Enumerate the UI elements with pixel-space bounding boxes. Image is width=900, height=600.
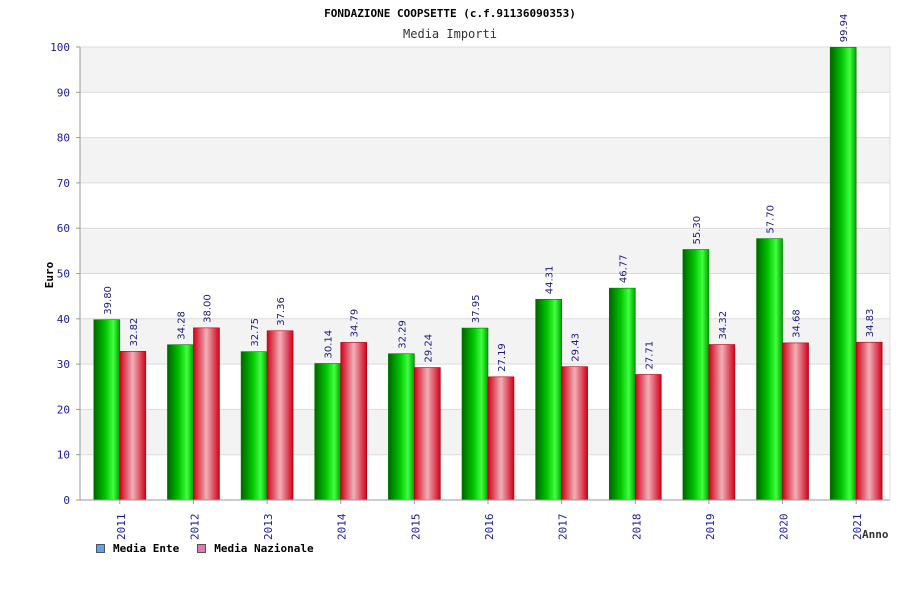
data-label: 27.71	[644, 341, 655, 370]
bar-media-ente-2012	[167, 344, 194, 501]
bar-media-nazionale-2013	[266, 330, 294, 501]
plot-band	[80, 182, 890, 229]
x-tick-label: 2017	[557, 514, 570, 541]
y-tick-label: 10	[57, 449, 70, 462]
plot-band	[80, 47, 890, 93]
data-label: 55.30	[692, 216, 703, 245]
legend-item-media-nazionale: Media Nazionale	[197, 542, 314, 555]
legend-swatch-media-nazionale	[197, 544, 207, 553]
data-label: 44.31	[545, 266, 556, 295]
data-label: 30.14	[324, 330, 335, 359]
plot-band	[80, 228, 890, 274]
data-label: 37.95	[471, 294, 482, 323]
bar-media-nazionale-2021	[855, 341, 883, 501]
bar-media-ente-2018	[608, 287, 636, 501]
x-tick-label: 2015	[409, 514, 422, 541]
bar-media-ente-2015	[388, 353, 415, 501]
data-label: 32.82	[129, 318, 140, 347]
data-label: 34.79	[350, 309, 361, 338]
x-tick-label: 2014	[336, 513, 349, 540]
data-label: 46.77	[618, 254, 629, 283]
legend-swatch-media-ente	[96, 544, 105, 553]
x-tick-label: 2012	[188, 514, 201, 541]
y-tick-label: 20	[57, 403, 70, 416]
legend-label-media-nazionale: Media Nazionale	[214, 542, 314, 555]
y-tick-label: 100	[50, 41, 70, 54]
bar-media-nazionale-2020	[782, 342, 809, 501]
data-label: 39.80	[103, 286, 114, 315]
data-label: 99.94	[839, 14, 850, 43]
x-tick-label: 2019	[704, 514, 717, 541]
plot-background	[80, 47, 890, 500]
bar-media-nazionale-2018	[634, 374, 662, 501]
x-tick-label: 2013	[262, 514, 275, 541]
y-tick-label: 50	[57, 268, 70, 281]
bar-media-ente-2019	[682, 249, 710, 501]
y-tick-label: 90	[57, 86, 70, 99]
data-label: 34.68	[792, 309, 803, 338]
x-axis: 2011 2012 2013 2014 2015 2016 2017 2018 2019 2020…	[80, 47, 891, 541]
bar-media-nazionale-2012	[193, 327, 220, 501]
y-tick-label: 30	[57, 358, 70, 371]
x-tick-label: 2018	[630, 514, 643, 541]
data-label: 38.00	[202, 294, 213, 323]
bar-media-ente-2014	[314, 363, 342, 501]
bar-media-ente-2013	[240, 351, 268, 501]
data-label: 27.19	[497, 343, 508, 372]
y-axis-label: Euro	[43, 261, 56, 288]
y-tick-label: 60	[57, 222, 70, 235]
bar-media-ente-2020	[756, 238, 783, 501]
x-axis-label: Anno	[862, 528, 889, 541]
bar-media-ente-2016	[461, 327, 489, 501]
y-tick-label: 80	[57, 132, 70, 145]
data-label: 34.28	[176, 311, 187, 340]
x-tick-label: 2016	[483, 514, 496, 541]
bar-media-nazionale-2014	[340, 342, 368, 501]
x-tick-label: 2021	[851, 514, 864, 541]
x-tick-label: 2011	[115, 514, 128, 541]
bar-media-ente-2011	[93, 319, 121, 501]
bar-media-nazionale-2019	[708, 344, 736, 501]
data-label: 29.43	[571, 333, 582, 362]
data-label: 34.83	[865, 309, 876, 338]
y-axis: 0 10 20 30 40 50 60 70 80 90 100	[50, 41, 81, 507]
plot-band	[80, 273, 890, 319]
data-label: 34.32	[718, 311, 729, 340]
data-label: 32.29	[397, 320, 408, 349]
legend-label-media-ente: Media Ente	[113, 542, 180, 555]
bar-media-ente-2021	[829, 46, 857, 501]
data-label: 32.75	[250, 318, 261, 347]
bar-media-nazionale-2016	[487, 376, 515, 501]
data-label: 57.70	[766, 205, 777, 234]
data-label: 37.36	[276, 297, 287, 326]
plot-band	[80, 92, 890, 138]
y-tick-label: 40	[57, 313, 70, 326]
x-tick-label: 2020	[778, 514, 791, 541]
bar-media-nazionale-2017	[561, 366, 588, 501]
bar-media-nazionale-2015	[414, 367, 441, 501]
legend: Media Ente Media Nazionale	[96, 542, 332, 555]
bar-media-nazionale-2011	[119, 351, 147, 501]
y-tick-label: 70	[57, 177, 70, 190]
chart-title: FONDAZIONE COOPSETTE (c.f.91136090353)	[324, 7, 576, 20]
y-tick-label: 0	[63, 494, 70, 507]
bars: 39.80 32.82 34.28 38.00 32.75 37.36 30.14 34.79…	[93, 14, 883, 501]
plot-band	[80, 137, 890, 183]
legend-item-media-ente: Media Ente	[96, 542, 179, 555]
data-label: 29.24	[423, 334, 434, 363]
bar-media-ente-2017	[535, 298, 562, 501]
chart-subtitle: Media Importi	[403, 27, 497, 41]
